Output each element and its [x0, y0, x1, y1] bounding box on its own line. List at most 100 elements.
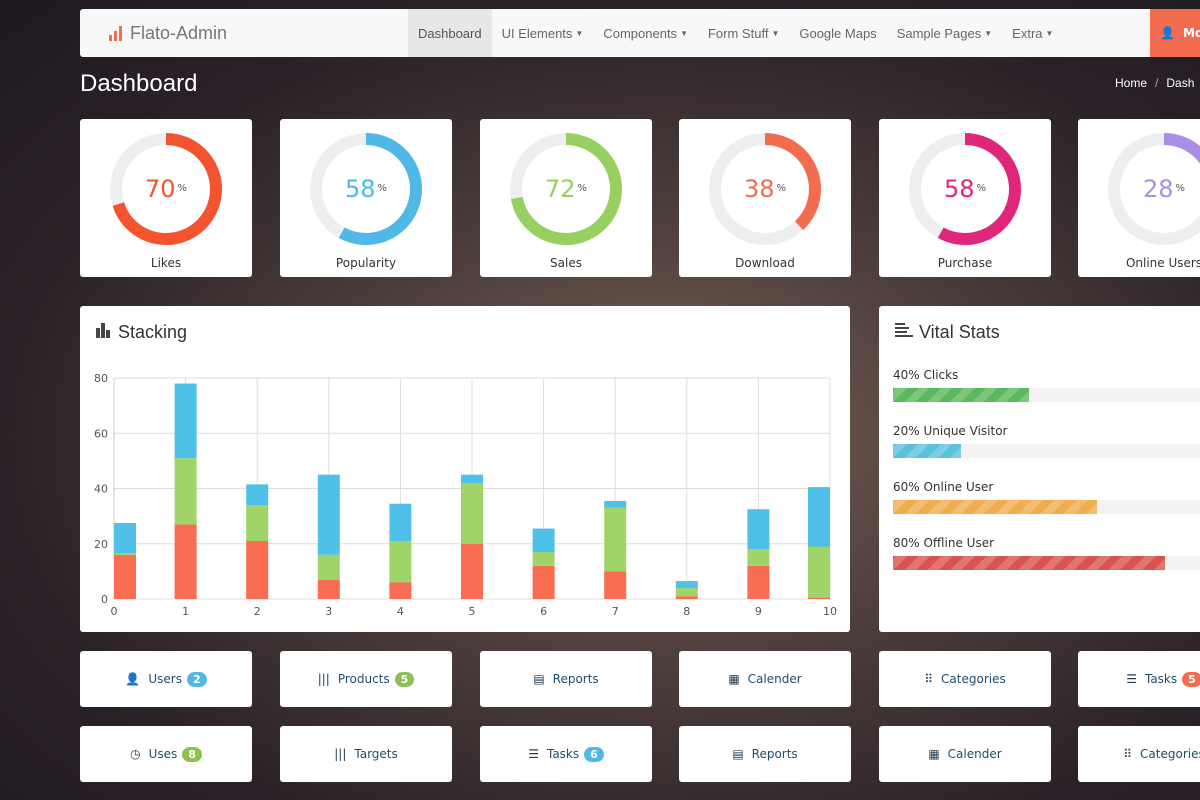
bar-x4-series0 — [389, 582, 412, 599]
shortcut-button-calender[interactable]: ▦ Calender — [879, 726, 1051, 782]
breadcrumb-home[interactable]: Home — [1115, 76, 1148, 90]
progress-bar — [893, 556, 1200, 570]
bar-x6-series0 — [532, 565, 555, 599]
bar-x1-series1 — [174, 458, 197, 525]
shortcut-button-tasks[interactable]: ☰ Tasks 5 — [1078, 651, 1200, 707]
breadcrumb-separator: / — [1155, 76, 1159, 90]
donut-value: 58 — [943, 175, 975, 203]
bar-x4-series1 — [389, 540, 412, 583]
shortcut-button-targets[interactable]: ||| Targets — [280, 726, 452, 782]
donut-card-download: 38% Download — [679, 119, 851, 277]
nav-item-google-maps[interactable]: Google Maps — [789, 9, 886, 57]
vital-stats-panel: Vital Stats 40% Clicks 20% Unique Visitor… — [879, 306, 1200, 632]
nav-item-sample-pages[interactable]: Sample Pages ▼ — [887, 9, 1002, 57]
stacking-title: Stacking — [118, 322, 188, 342]
shortcut-button-tasks[interactable]: ☰ Tasks 6 — [480, 726, 652, 782]
donut-arc — [909, 133, 1021, 245]
bar-chart-icon — [109, 26, 122, 41]
donut-unit: % — [776, 183, 787, 194]
nav-item-label: Form Stuff — [707, 25, 769, 41]
shortcut-button-products[interactable]: ||| Products 5 — [280, 651, 452, 707]
vital-stat-label: 60% Online User — [893, 480, 994, 494]
donut-value: 58 — [344, 175, 376, 203]
y-tick-label: 20 — [94, 538, 108, 551]
donut-card-popularity: 58% Popularity — [280, 119, 452, 277]
bar-x1-series2 — [174, 383, 197, 459]
donut-chart — [510, 133, 622, 245]
donut-arc — [110, 133, 222, 245]
nav-item-label: Google Maps — [799, 25, 877, 41]
clock-icon: ◷ — [130, 747, 141, 761]
donut-card-purchase: 58% Purchase — [879, 119, 1051, 277]
x-tick-label: 10 — [823, 605, 837, 618]
user-menu-button[interactable]: 👤 Mo — [1150, 9, 1200, 57]
progress-bar — [893, 500, 1200, 514]
nav-item-ui-elements[interactable]: UI Elements ▼ — [492, 9, 594, 57]
bar-x9-series2 — [747, 509, 770, 550]
shortcut-button-reports[interactable]: ▤ Reports — [679, 726, 851, 782]
count-badge: 6 — [584, 746, 604, 762]
shortcut-button-calender[interactable]: ▦ Calender — [679, 651, 851, 707]
shortcut-button-uses[interactable]: ◷ Uses 8 — [80, 726, 252, 782]
x-tick-label: 9 — [755, 605, 762, 618]
tasks-icon: ☰ — [528, 747, 539, 761]
button-label: Calender — [947, 747, 1002, 761]
barcode-icon: ||| — [334, 747, 347, 761]
nav-item-extra[interactable]: Extra ▼ — [1002, 9, 1063, 57]
button-label: Products — [337, 672, 390, 686]
donut-label: Sales — [550, 256, 582, 270]
donut-card-online-users: 28% Online Users — [1078, 119, 1200, 277]
breadcrumb: Home / Dash — [1115, 76, 1194, 90]
brand-logo[interactable]: Flato-Admin — [108, 23, 408, 44]
button-label: Reports — [552, 672, 599, 686]
progress-fill — [893, 556, 1165, 570]
breadcrumb-current: Dash — [1166, 76, 1195, 90]
donut-unit: % — [377, 183, 388, 194]
nav-item-dashboard[interactable]: Dashboard — [408, 9, 492, 57]
vital-stat-label: 20% Unique Visitor — [893, 424, 1008, 438]
caret-down-icon: ▼ — [771, 28, 780, 38]
donut-arc — [709, 133, 821, 245]
tasks-icon: ☰ — [1126, 672, 1137, 686]
grid-icon: ⠿ — [1123, 747, 1133, 761]
bar-x7-series0 — [604, 571, 627, 599]
bar-x5-series2 — [461, 474, 483, 483]
shortcut-button-categories[interactable]: ⠿ Categories — [1078, 726, 1200, 782]
progress-bar — [893, 388, 1200, 402]
brand-name: Flato-Admin — [130, 22, 228, 43]
vital-stat: 60% Online User — [893, 480, 1200, 514]
vital-stat: 40% Clicks — [893, 368, 1200, 402]
shortcut-button-reports[interactable]: ▤ Reports — [480, 651, 652, 707]
x-tick-label: 2 — [254, 605, 261, 618]
bar-x3-series2 — [317, 474, 340, 555]
donut-label: Purchase — [937, 256, 993, 270]
bar-x2-series2 — [246, 484, 269, 506]
button-label: Categories — [1140, 747, 1200, 761]
bar-x10-series2 — [808, 487, 830, 547]
shortcut-button-categories[interactable]: ⠿ Categories — [879, 651, 1051, 707]
donut-chart — [110, 133, 222, 245]
nav-item-form-stuff[interactable]: Form Stuff ▼ — [698, 9, 789, 57]
donut-value: 28 — [1142, 175, 1174, 203]
x-tick-label: 1 — [182, 605, 189, 618]
bar-x5-series1 — [461, 482, 483, 544]
button-label: Reports — [751, 747, 798, 761]
main-nav: Dashboard UI Elements ▼ Components ▼ Form Stu… — [408, 9, 1063, 57]
bar-x6-series1 — [532, 552, 555, 566]
caret-down-icon: ▼ — [575, 28, 584, 38]
bar-x0-series0 — [114, 554, 136, 599]
donut-value: 38 — [743, 175, 775, 203]
x-tick-label: 3 — [325, 605, 332, 618]
nav-item-components[interactable]: Components ▼ — [593, 9, 698, 57]
x-tick-label: 7 — [612, 605, 619, 618]
button-label: Uses — [148, 747, 178, 761]
bar-x2-series0 — [246, 540, 269, 599]
shortcut-button-users[interactable]: 👤 Users 2 — [80, 651, 252, 707]
donut-card-sales: 72% Sales — [480, 119, 652, 277]
nav-item-label: Sample Pages — [896, 25, 982, 41]
count-badge: 5 — [394, 671, 415, 687]
progress-fill — [893, 444, 961, 458]
bar-x7-series2 — [604, 500, 627, 508]
donut-arc — [1108, 133, 1200, 245]
x-tick-label: 0 — [111, 605, 118, 618]
